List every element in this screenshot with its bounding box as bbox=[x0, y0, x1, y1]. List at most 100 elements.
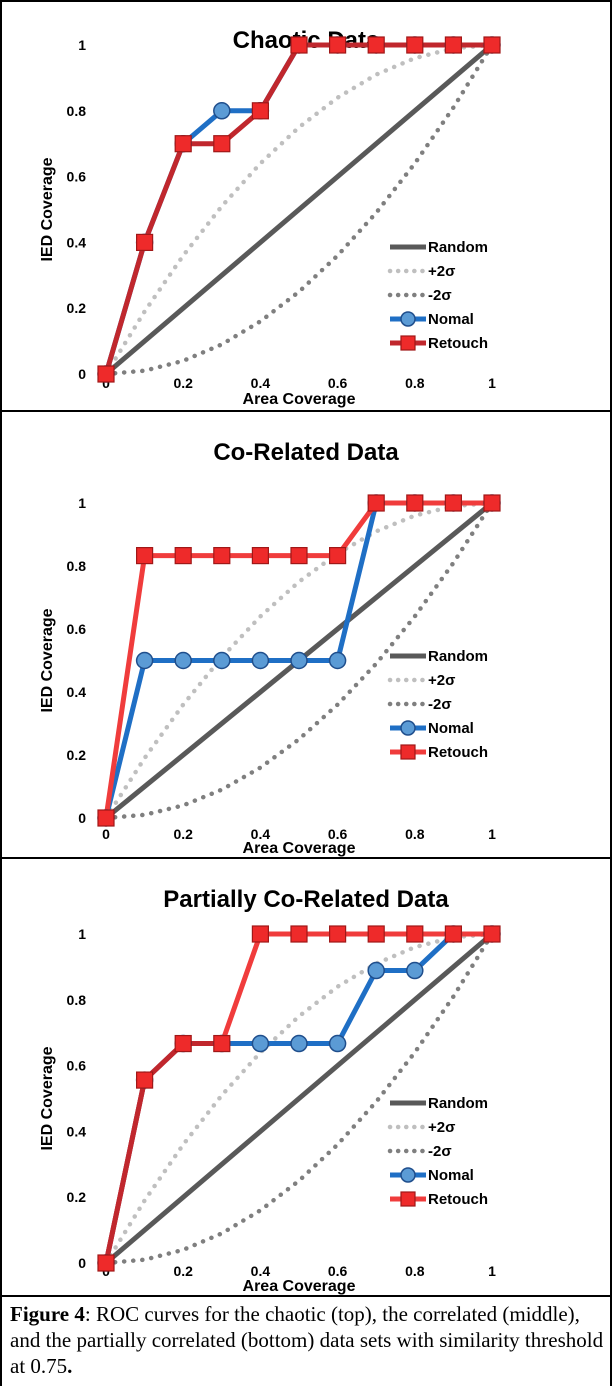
frame-top bbox=[0, 0, 612, 2]
x-tick-label: 0.4 bbox=[251, 375, 271, 391]
legend-label: Nomal bbox=[428, 1167, 474, 1184]
y-axis-label: IED Coverage bbox=[39, 1046, 56, 1150]
chart-title: Partially Co-Related Data bbox=[163, 886, 449, 913]
series-line-minus-2-sigma bbox=[103, 500, 495, 821]
series-line-random bbox=[104, 43, 494, 376]
retouch-point bbox=[251, 925, 269, 943]
retouch-point bbox=[136, 1071, 154, 1089]
retouch-point bbox=[444, 925, 462, 943]
retouch-point bbox=[367, 36, 385, 54]
y-tick-label: 0 bbox=[78, 366, 86, 382]
retouch-point bbox=[174, 135, 192, 153]
nomal-point bbox=[290, 651, 308, 670]
legend-label: Retouch bbox=[428, 744, 488, 761]
retouch-point bbox=[174, 547, 192, 565]
x-tick-label: 1 bbox=[488, 826, 496, 842]
x-tick-label: 0.4 bbox=[251, 826, 271, 842]
retouch-point bbox=[329, 36, 347, 54]
series-line-random bbox=[104, 932, 494, 1265]
legend-label: Retouch bbox=[428, 1191, 488, 1208]
caption-end: . bbox=[67, 1354, 73, 1378]
series-line-plus-2-sigma bbox=[103, 500, 495, 821]
y-tick-label: 0 bbox=[78, 810, 86, 826]
retouch-point bbox=[251, 102, 269, 120]
x-tick-label: 0.2 bbox=[173, 826, 193, 842]
y-tick-label: 0.2 bbox=[67, 1189, 87, 1205]
frame-right bbox=[610, 0, 612, 1386]
y-tick-label: 0.8 bbox=[67, 992, 87, 1008]
x-axis-label: Area Coverage bbox=[243, 1278, 356, 1295]
legend-label: Retouch bbox=[428, 335, 488, 352]
y-tick-label: 0.6 bbox=[67, 169, 87, 185]
retouch-point bbox=[406, 494, 424, 512]
legend-label: +2σ bbox=[428, 672, 455, 689]
x-tick-label: 1 bbox=[488, 375, 496, 391]
retouch-point bbox=[367, 494, 385, 512]
retouch-point bbox=[174, 1034, 192, 1053]
y-tick-label: 0.6 bbox=[67, 621, 87, 637]
legend-label: -2σ bbox=[428, 1143, 452, 1160]
retouch-point bbox=[136, 233, 154, 251]
y-tick-label: 0.8 bbox=[67, 103, 87, 119]
y-axis-label: IED Coverage bbox=[39, 157, 56, 261]
nomal-point bbox=[290, 1034, 308, 1053]
x-tick-label: 0.6 bbox=[328, 826, 348, 842]
x-tick-label: 0.8 bbox=[405, 375, 425, 391]
x-tick-label: 0.8 bbox=[405, 1263, 425, 1279]
chart-title: Co-Related Data bbox=[213, 439, 399, 466]
legend-label: -2σ bbox=[428, 287, 452, 304]
nomal-point bbox=[135, 651, 154, 670]
y-tick-label: 0.8 bbox=[67, 558, 87, 574]
retouch-point bbox=[483, 36, 501, 54]
series-line-minus-2-sigma bbox=[103, 42, 495, 377]
divider-2 bbox=[0, 857, 612, 859]
retouch-point bbox=[290, 36, 308, 54]
nomal-point bbox=[406, 961, 424, 980]
x-tick-label: 0.6 bbox=[328, 375, 348, 391]
retouch-point bbox=[97, 365, 115, 383]
retouch-point bbox=[213, 135, 231, 153]
x-tick-label: 0.6 bbox=[328, 1263, 348, 1279]
nomal-point bbox=[174, 651, 192, 670]
nomal-point bbox=[213, 651, 231, 670]
retouch-point bbox=[483, 925, 501, 943]
series-line-overlap bbox=[103, 1041, 222, 1264]
series-line-plus-2-sigma bbox=[103, 931, 495, 1266]
nomal-point bbox=[213, 102, 231, 120]
y-tick-label: 1 bbox=[78, 37, 86, 53]
legend-label: Nomal bbox=[428, 720, 474, 737]
retouch-point bbox=[213, 1034, 231, 1053]
legend-label: Random bbox=[428, 239, 488, 256]
retouch-point bbox=[406, 925, 424, 943]
chart-corelated: Co-Related Data 0 0.2 0.4 0.6 0.8 1 0 0.2 0.4 0.6 0… bbox=[39, 439, 501, 857]
x-tick-label: 0 bbox=[102, 826, 110, 842]
legend-marker bbox=[400, 335, 416, 351]
chart-partially-corelated: Partially Co-Related Data 0 0.2 0.4 0.6 0.8 1 0… bbox=[39, 886, 501, 1295]
x-tick-label: 1 bbox=[488, 1263, 496, 1279]
x-tick-label: 0.8 bbox=[405, 826, 425, 842]
legend-marker bbox=[400, 311, 416, 327]
series-line-plus-2-sigma bbox=[103, 42, 495, 377]
x-tick-label: 0.4 bbox=[251, 1263, 271, 1279]
legend-marker bbox=[400, 1191, 416, 1207]
y-tick-label: 0.6 bbox=[67, 1058, 87, 1074]
x-tick-label: 0 bbox=[102, 375, 110, 391]
retouch-point bbox=[444, 36, 462, 54]
y-tick-label: 0.2 bbox=[67, 747, 87, 763]
retouch-point bbox=[483, 494, 501, 512]
series-line-minus-2-sigma bbox=[103, 931, 495, 1266]
legend-marker bbox=[400, 1167, 416, 1183]
chart-panel-chaotic: Chaotic Data 0 0.2 0.4 0.6 0.8 1 0 0.2 0.4 0.6 0.8 1… bbox=[2, 2, 610, 410]
y-axis-label: IED Coverage bbox=[39, 608, 56, 712]
retouch-point bbox=[329, 925, 347, 943]
nomal-point bbox=[251, 1034, 270, 1053]
divider-3 bbox=[0, 1295, 612, 1297]
nomal-point bbox=[367, 961, 385, 980]
retouch-point bbox=[329, 547, 347, 565]
legend-label: -2σ bbox=[428, 696, 452, 713]
retouch-point bbox=[290, 925, 308, 943]
divider-1 bbox=[0, 410, 612, 412]
x-tick-label: 0.2 bbox=[173, 1263, 193, 1279]
